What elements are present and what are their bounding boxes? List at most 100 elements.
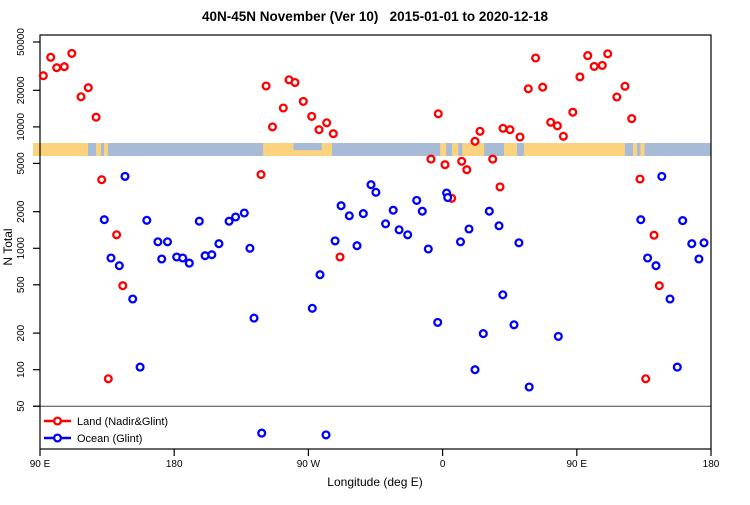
legend: Land (Nadir&Glint) Ocean (Glint)	[44, 416, 168, 445]
ocean-data-point	[694, 254, 704, 264]
plot-box	[39, 34, 712, 450]
ocean-data-point	[665, 294, 675, 304]
ocean-data-point	[153, 237, 163, 247]
ocean-data-point	[484, 206, 494, 216]
y-tick-label: 50	[16, 400, 27, 412]
ocean-data-point	[257, 428, 267, 438]
land-data-point	[440, 160, 450, 170]
ocean-data-point	[194, 216, 204, 226]
ocean-data-point	[157, 254, 167, 264]
x-tick-label: 0	[440, 459, 446, 470]
land-data-point	[635, 174, 645, 184]
land-data-point	[335, 252, 345, 262]
map-band-land	[452, 143, 485, 156]
land-data-point	[575, 72, 585, 82]
map-band-lake	[293, 143, 322, 151]
ocean-data-point	[433, 317, 443, 327]
ocean-data-point	[214, 239, 224, 249]
land-data-point	[552, 121, 562, 131]
ocean-data-point	[352, 241, 362, 251]
ocean-data-point	[99, 215, 109, 225]
axes-layer: 90 E 180 90 W 0 90 E 180 50 100 200 500 1000 2000 50…	[16, 28, 720, 470]
land-data-point	[278, 103, 288, 113]
ocean-data-point	[239, 208, 249, 218]
land-data-point	[290, 77, 300, 88]
x-tick-label: 90 W	[297, 459, 321, 470]
ocean-data-point	[657, 171, 667, 181]
land-data-point	[649, 230, 659, 240]
ocean-data-point	[224, 216, 234, 226]
land-data-point	[322, 118, 332, 128]
ocean-data-point	[381, 219, 391, 229]
ocean-data-point	[178, 253, 188, 263]
land-data-point	[558, 131, 568, 141]
land-data-point	[314, 125, 324, 135]
ocean-data-point	[636, 215, 646, 225]
ocean-data-point	[114, 261, 124, 271]
map-band-land	[640, 143, 645, 156]
land-data-point	[256, 169, 266, 180]
ocean-data-point	[417, 206, 427, 216]
ocean-data-point	[394, 225, 404, 235]
land-data-point	[531, 53, 541, 63]
y-tick-label: 100	[16, 361, 27, 378]
ocean-data-point	[524, 382, 534, 392]
land-data-point	[546, 117, 556, 127]
x-axis-label: Longitude (deg E)	[327, 475, 422, 489]
land-data-point	[261, 81, 271, 91]
ocean-data-point	[699, 238, 709, 248]
ocean-data-point	[388, 205, 398, 215]
land-data-point	[52, 63, 62, 73]
ocean-data-point	[307, 303, 317, 313]
land-data-point	[433, 109, 443, 119]
ocean-data-point	[464, 224, 474, 234]
y-tick-label: 10000	[16, 113, 27, 141]
legend-circle	[52, 433, 63, 443]
land-data-point	[538, 82, 548, 92]
land-data-point	[112, 230, 122, 240]
ocean-data-point	[423, 244, 433, 254]
x-tick-label: 90 E	[567, 459, 588, 470]
y-tick-label: 50000	[16, 28, 27, 56]
ocean-data-point	[231, 212, 241, 222]
land-data-point	[426, 154, 436, 164]
land-data-point	[620, 81, 630, 91]
land-data-point	[641, 374, 651, 384]
land-data-point	[38, 71, 48, 81]
land-data-point	[505, 125, 515, 135]
land-data-point	[523, 84, 533, 94]
y-tick-label: 5000	[16, 152, 27, 175]
ocean-data-point	[142, 215, 152, 225]
ocean-data-point	[245, 243, 255, 253]
land-data-point	[495, 182, 505, 192]
land-data-point	[475, 126, 485, 136]
land-data-point	[59, 62, 69, 72]
land-data-point	[118, 281, 128, 291]
land-data-point	[583, 51, 593, 61]
ocean-data-point	[509, 320, 519, 330]
y-tick-label: 200	[16, 324, 27, 341]
ocean-data-point	[443, 192, 453, 203]
ocean-data-point	[478, 329, 488, 339]
legend-label-ocean: Ocean (Glint)	[77, 433, 142, 445]
map-band-land	[96, 143, 101, 156]
ocean-data-point	[321, 430, 331, 440]
land-data-point	[83, 83, 93, 93]
ocean-data-point	[553, 331, 563, 341]
ocean-data-point	[120, 171, 130, 181]
legend-marker-land-icon	[44, 416, 71, 426]
ocean-data-point	[344, 211, 354, 221]
map-band-land	[104, 143, 108, 156]
ocean-data-point	[249, 313, 259, 323]
map-band-land	[633, 143, 637, 156]
land-data-point	[627, 114, 637, 124]
ocean-data-point	[643, 253, 653, 263]
y-axis-label: N Total	[1, 228, 15, 265]
chart-title: 40N-45N November (Ver 10) 2015-01-01 to …	[202, 9, 548, 24]
ocean-data-point	[514, 238, 524, 248]
legend-circle	[52, 416, 63, 426]
legend-marker-ocean-icon	[44, 433, 71, 443]
land-data-point	[470, 136, 480, 146]
